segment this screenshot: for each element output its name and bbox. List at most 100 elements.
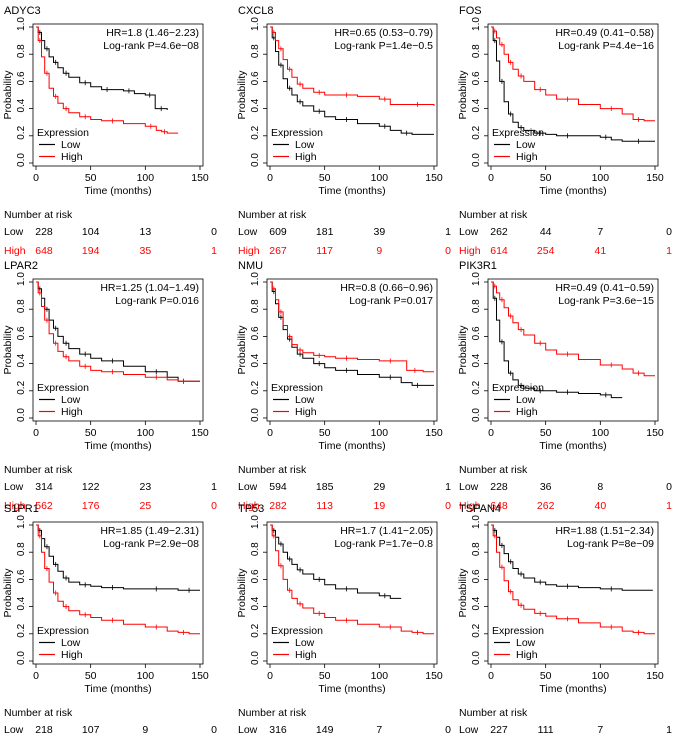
risk-value: 149 [316, 724, 334, 736]
x-tick-label: 150 [191, 427, 209, 439]
y-axis-label: Probability [457, 568, 469, 618]
y-axis-label: Probability [236, 70, 248, 120]
risk-table-title: Number at risk [238, 464, 307, 476]
plot-frame [487, 521, 659, 665]
y-tick-label: 0.8 [250, 44, 261, 58]
legend-title: Expression [37, 127, 89, 139]
risk-value: 176 [82, 500, 100, 512]
y-tick-label: 1.0 [471, 17, 482, 31]
panel-title: FOS [459, 5, 482, 17]
risk-row-label: Low [4, 226, 24, 238]
y-tick-label: 0.2 [471, 125, 482, 139]
km-curve-high [36, 281, 200, 382]
risk-value: 0 [666, 481, 672, 493]
risk-value: 39 [373, 226, 385, 238]
risk-table-title: Number at risk [238, 707, 307, 719]
legend-title: Expression [37, 382, 89, 394]
x-tick-label: 0 [488, 172, 494, 184]
y-tick-label: 0.8 [471, 299, 482, 313]
km-curve-low [270, 26, 434, 135]
risk-row-label: Low [459, 724, 479, 736]
risk-row-label: Low [238, 481, 258, 493]
y-tick-label: 0.4 [471, 353, 482, 367]
risk-value: 40 [594, 500, 606, 512]
y-tick-label: 0.2 [471, 380, 482, 394]
risk-value: 113 [316, 500, 333, 512]
legend-label-low: Low [516, 637, 536, 649]
y-tick-label: 0.2 [16, 380, 27, 394]
legend-title: Expression [492, 625, 544, 637]
risk-value: 316 [269, 724, 287, 736]
risk-value: 111 [538, 724, 554, 736]
km-panel: PIK3R1 HR=0.49 (0.41−0.59)Log-rank P=3.6e… [457, 260, 672, 512]
x-tick-label: 50 [319, 172, 331, 184]
plot-frame [487, 23, 659, 167]
risk-value: 0 [445, 724, 451, 736]
risk-table-title: Number at risk [4, 464, 73, 476]
x-tick-label: 150 [646, 172, 664, 184]
km-curve-high [36, 26, 179, 134]
y-tick-label: 0.6 [471, 569, 482, 583]
risk-value: 104 [82, 226, 100, 238]
risk-table-title: Number at risk [4, 209, 73, 221]
risk-value: 107 [82, 724, 100, 736]
hr-text: HR=0.65 (0.53−0.79) [334, 27, 433, 39]
legend-label-high: High [61, 406, 83, 418]
y-tick-label: 0.8 [16, 542, 27, 556]
km-panel: TP53 HR=1.7 (1.41−2.05)Log-rank P=1.7e−0.… [236, 503, 451, 745]
km-curve-low [36, 26, 168, 110]
x-tick-label: 50 [319, 670, 331, 682]
risk-row-label: Low [459, 226, 479, 238]
y-tick-label: 0.0 [471, 408, 482, 422]
risk-value: 1 [211, 245, 217, 257]
hr-text: HR=1.7 (1.41−2.05) [340, 525, 433, 537]
km-curve-high [491, 281, 655, 377]
y-tick-label: 0.6 [250, 569, 261, 583]
x-tick-label: 150 [191, 172, 209, 184]
risk-value: 262 [537, 500, 555, 512]
x-tick-label: 150 [646, 427, 664, 439]
y-tick-label: 0.4 [16, 596, 27, 610]
hr-text: HR=0.8 (0.66−0.96) [340, 282, 433, 294]
legend-label-high: High [295, 649, 317, 661]
risk-value: 23 [139, 481, 151, 493]
x-tick-label: 100 [592, 670, 610, 682]
y-tick-label: 0.0 [16, 651, 27, 665]
y-tick-label: 0.0 [471, 153, 482, 167]
plot-frame [32, 521, 204, 665]
y-tick-label: 0.2 [471, 623, 482, 637]
panel-title: S1PR1 [4, 503, 39, 515]
y-tick-label: 1.0 [250, 515, 261, 529]
risk-value: 13 [139, 226, 151, 238]
risk-row-label: Low [238, 724, 258, 736]
plot-frame [32, 278, 204, 422]
km-curve-high [491, 524, 655, 635]
risk-row-label: High [238, 245, 260, 257]
y-tick-label: 0.2 [250, 623, 261, 637]
legend-label-low: Low [61, 637, 81, 649]
risk-value: 1 [666, 245, 672, 257]
x-tick-label: 50 [540, 172, 552, 184]
y-tick-label: 0.2 [250, 125, 261, 139]
y-tick-label: 0.4 [471, 98, 482, 112]
hr-text: HR=0.49 (0.41−0.59) [555, 282, 654, 294]
plot-frame [266, 521, 438, 665]
risk-value: 7 [376, 724, 382, 736]
y-tick-label: 0.8 [471, 542, 482, 556]
y-axis-label: Probability [2, 568, 14, 618]
risk-value: 314 [35, 481, 53, 493]
risk-value: 267 [269, 245, 287, 257]
risk-value: 282 [269, 500, 287, 512]
x-tick-label: 50 [540, 427, 552, 439]
y-tick-label: 0.0 [16, 408, 27, 422]
risk-value: 9 [142, 724, 148, 736]
risk-value: 0 [445, 500, 451, 512]
legend-label-low: Low [61, 394, 81, 406]
km-panel: ADYC3 HR=1.8 (1.46−2.23)Log-rank P=4.6e−0… [2, 5, 217, 257]
x-tick-label: 50 [85, 172, 97, 184]
risk-value: 609 [269, 226, 287, 238]
x-axis-label: Time (months) [318, 683, 385, 695]
x-tick-label: 100 [137, 427, 155, 439]
y-tick-label: 0.6 [471, 71, 482, 85]
